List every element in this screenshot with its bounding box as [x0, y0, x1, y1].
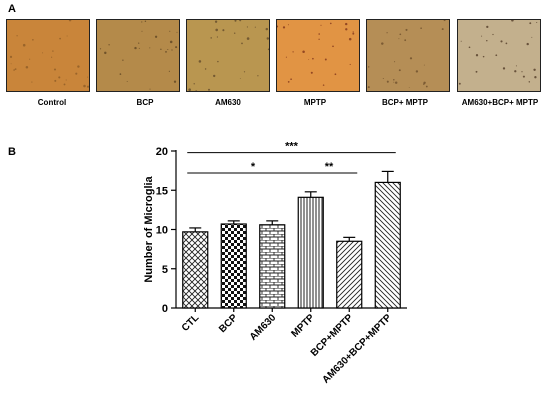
y-tick-label-0: 0 [162, 303, 168, 315]
y-tick-label-2: 10 [156, 225, 168, 237]
y-axis-label: Number of Microglia [143, 175, 155, 282]
significance-label-2: ** [325, 161, 334, 173]
bar-4 [337, 241, 362, 308]
x-tick-label-0: CTL [180, 312, 202, 334]
significance-label-0: *** [285, 141, 299, 153]
significance-label-1: * [251, 161, 256, 173]
bar-5 [375, 182, 400, 308]
bar-2 [260, 225, 285, 308]
x-tick-label-2: AM630 [248, 312, 279, 343]
x-tick-label-1: BCP [217, 312, 240, 335]
x-tick-label-5: AM630+BCP+MPTP [320, 312, 394, 386]
y-tick-label-1: 5 [162, 264, 168, 276]
y-tick-label-3: 15 [156, 185, 168, 197]
bar-3 [298, 197, 323, 308]
x-tick-label-3: MPTP [289, 312, 317, 340]
bar-1 [221, 224, 246, 308]
bar-0 [183, 232, 208, 308]
y-tick-label-4: 20 [156, 146, 168, 158]
